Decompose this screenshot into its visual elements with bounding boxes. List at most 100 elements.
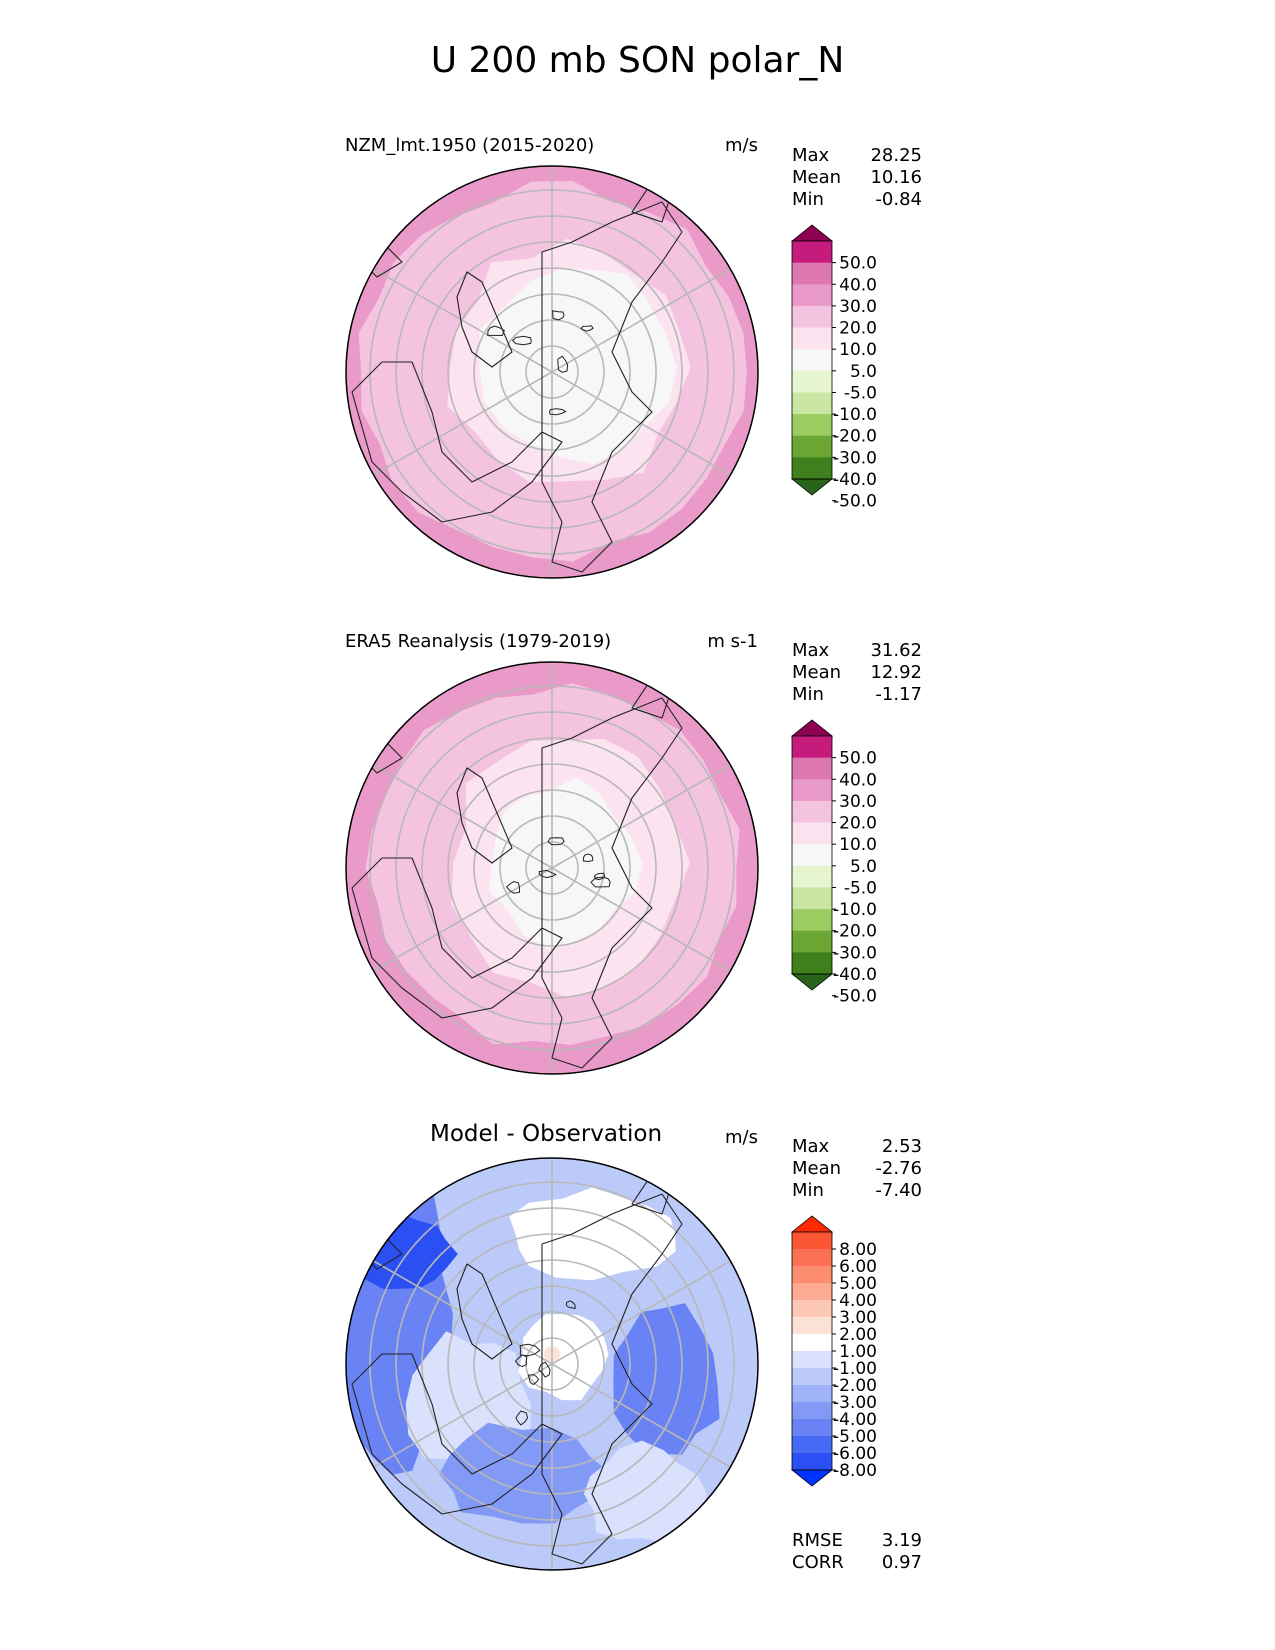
- panel1-title: NZM_lmt.1950 (2015-2020): [345, 135, 595, 156]
- island-outline: [580, 325, 594, 332]
- colorbar-segment: [792, 349, 832, 372]
- meridian-line: [373, 764, 553, 869]
- colorbar-tick-label: 4.00: [839, 1291, 877, 1311]
- colorbar-segment: [792, 284, 832, 307]
- colorbar-segment: [792, 1334, 832, 1352]
- colorbar-segment: [792, 1453, 832, 1471]
- colorbar-segment: [792, 435, 832, 458]
- colorbar-segment: [792, 800, 832, 824]
- stat-mean: Mean 12.92: [792, 662, 922, 683]
- island-outline: [590, 876, 611, 888]
- colorbar-segment: [792, 1436, 832, 1454]
- metric-corr: CORR 0.97: [792, 1552, 922, 1573]
- field-region: [583, 1440, 707, 1544]
- map-boundary: [345, 1157, 759, 1571]
- map-panel-2: [345, 661, 759, 1075]
- colorbar-tick-label: 50.0: [839, 749, 877, 769]
- colorbar-tick-label: 1.00: [839, 1342, 877, 1362]
- meridian-line: [373, 371, 553, 476]
- coastline: [456, 271, 513, 368]
- metric-rmse: RMSE 3.19: [792, 1530, 922, 1551]
- colorbar-segment: [792, 865, 832, 888]
- colorbar-3: 8.006.005.004.003.002.001.00-1.00-2.00-3…: [790, 1215, 877, 1487]
- colorbar-tick-label: -1.00: [833, 1359, 877, 1379]
- colorbar-tick-label: 20.0: [839, 814, 877, 834]
- colorbar-tick-label: -50.0: [833, 492, 877, 512]
- colorbar-tick-label: -8.00: [833, 1461, 877, 1481]
- colorbar-tick-label: 20.0: [839, 319, 877, 339]
- coastline: [541, 201, 683, 573]
- colorbar-segment: [792, 952, 832, 975]
- colorbar-frame: [791, 735, 833, 975]
- colorbar-segment: [792, 262, 832, 285]
- colorbar-extend-top: [790, 224, 834, 242]
- island-outline: [527, 1373, 540, 1386]
- colorbar-segment: [792, 241, 832, 264]
- colorbar-segment: [792, 757, 832, 780]
- colorbar-tick-label: 30.0: [839, 297, 877, 317]
- stat-min: Min -7.40: [792, 1180, 922, 1201]
- colorbar-frame: [791, 240, 833, 480]
- colorbar-tick-label: 3.00: [839, 1308, 877, 1328]
- colorbar-tick-label: -30.0: [833, 448, 877, 468]
- colorbar-tick-label: -5.0: [844, 383, 877, 403]
- island-outline: [487, 325, 505, 337]
- colorbar-1: 50.040.030.020.010.05.0-5.0-10.0-20.0-30…: [790, 224, 877, 512]
- island-outline: [565, 1300, 576, 1309]
- stat-max: Max 28.25: [792, 145, 922, 166]
- colorbar-tick-label: 6.00: [839, 1257, 877, 1277]
- colorbar-segment: [792, 1300, 832, 1318]
- meridian-line: [373, 1260, 553, 1365]
- colorbar-segment: [792, 1368, 832, 1386]
- colorbar-segment: [792, 1249, 832, 1267]
- colorbar-segment: [792, 1266, 832, 1284]
- meridian-line: [373, 867, 553, 972]
- island-outline: [538, 1361, 551, 1378]
- colorbar-segment: [792, 327, 832, 350]
- colorbar-tick-label: 5.0: [850, 362, 877, 382]
- colorbar-tick-label: -2.00: [833, 1376, 877, 1396]
- colorbar-tick-label: -30.0: [833, 943, 877, 963]
- island-outline: [538, 869, 557, 879]
- field-region: [489, 777, 643, 950]
- colorbar-segment: [792, 305, 832, 329]
- colorbar-segment: [792, 1402, 832, 1420]
- colorbar-tick-label: -6.00: [833, 1444, 877, 1464]
- panel2-title: ERA5 Reanalysis (1979-2019): [345, 631, 612, 652]
- colorbar-segment: [792, 930, 832, 953]
- colorbar-segment: [792, 1232, 832, 1250]
- field-region: [509, 1187, 676, 1281]
- panel3-title: Model - Observation: [430, 1121, 663, 1147]
- colorbar-segment: [792, 414, 832, 437]
- island-outline: [515, 1410, 529, 1426]
- colorbar-tick-label: -3.00: [833, 1393, 877, 1413]
- panel1-stats: Max 28.25 Mean 10.16 Min -0.84: [792, 145, 922, 211]
- field-layer: [346, 1158, 758, 1570]
- field-layer: [346, 166, 758, 578]
- meridian-line: [373, 268, 553, 373]
- map-panel-1: [345, 165, 759, 579]
- colorbar-segment: [792, 1385, 832, 1403]
- colorbar-extend-top: [790, 1215, 834, 1233]
- meridian-line: [551, 1260, 731, 1365]
- colorbar-tick-label: -4.00: [833, 1410, 877, 1430]
- panel3-stats: Max 2.53 Mean -2.76 Min -7.40: [792, 1136, 922, 1202]
- island-outline: [506, 880, 520, 894]
- colorbar-tick-label: -5.00: [833, 1427, 877, 1447]
- colorbar-tick-label: 40.0: [839, 275, 877, 295]
- island-outline: [511, 335, 532, 346]
- colorbar-tick-label: 8.00: [839, 1240, 877, 1260]
- colorbar-segment: [792, 736, 832, 759]
- colorbar-segment: [792, 887, 832, 910]
- colorbar-tick-label: 2.00: [839, 1325, 877, 1345]
- colorbar-tick-label: -50.0: [833, 987, 877, 1007]
- coastline: [456, 1263, 513, 1360]
- colorbar-tick-label: -20.0: [833, 427, 877, 447]
- colorbar-segment: [792, 1419, 832, 1437]
- panel1-units: m/s: [725, 135, 758, 156]
- stat-min: Min -0.84: [792, 189, 922, 210]
- stat-max: Max 2.53: [792, 1136, 922, 1157]
- meridian-line: [551, 268, 731, 373]
- colorbar-segment: [792, 844, 832, 867]
- island-outline: [593, 872, 606, 881]
